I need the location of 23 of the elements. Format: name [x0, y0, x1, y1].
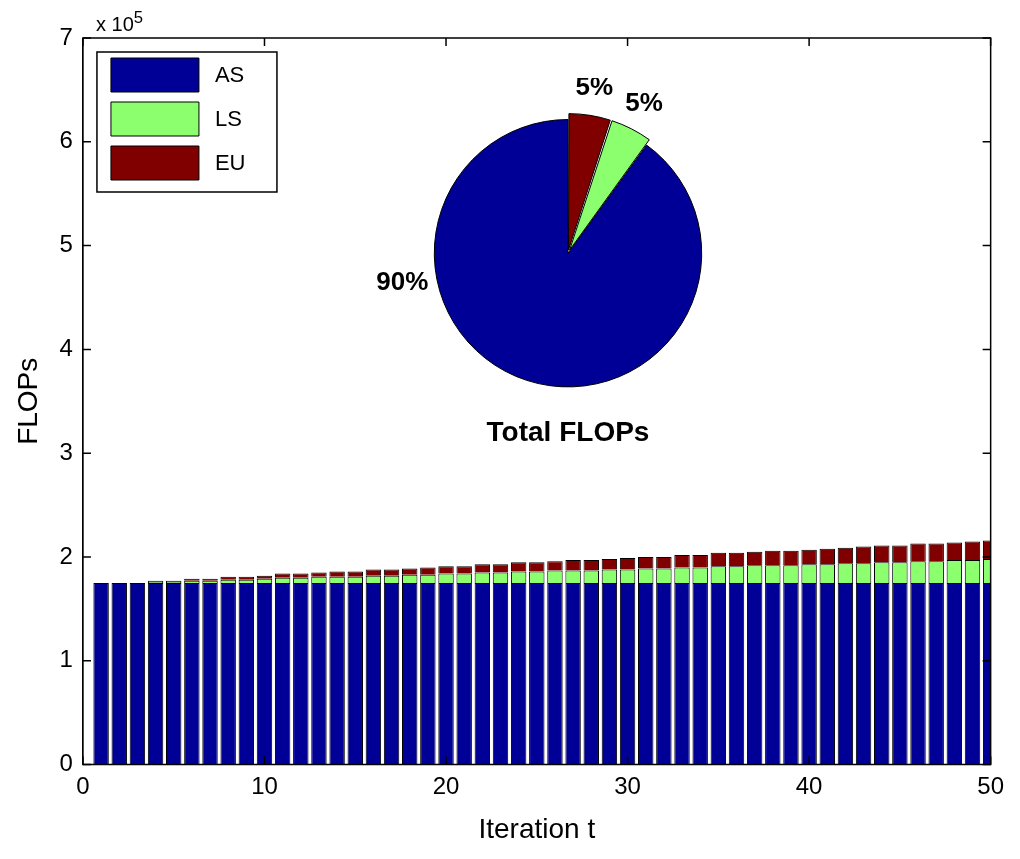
y-axis-title: FLOPs — [11, 357, 43, 445]
legend-label: EU — [214, 150, 246, 176]
y-tick-label: 6 — [59, 126, 73, 154]
x-axis-title: Iteration t — [478, 812, 596, 844]
data-label: 90% — [376, 266, 429, 297]
x-tick-label: 10 — [251, 771, 278, 799]
y-tick-label: 4 — [59, 334, 73, 362]
x-tick-label: 40 — [795, 771, 823, 799]
x-tick-label: 30 — [614, 771, 641, 799]
x-tick-label: 0 — [76, 771, 90, 799]
y-tick-label: 1 — [59, 645, 73, 673]
y-tick-label: 2 — [59, 541, 73, 569]
legend-label: AS — [214, 62, 245, 88]
y-tick-label: 7 — [59, 22, 73, 50]
y-tick-label: 0 — [59, 749, 73, 777]
y-tick-label: 5 — [59, 230, 73, 258]
legend-label: LS — [214, 106, 242, 132]
text: x 10$^{5}$ — [96, 8, 144, 36]
x-tick-label: 50 — [977, 771, 1004, 799]
x-tick-label: 20 — [432, 771, 460, 799]
y-tick-label: 3 — [59, 437, 73, 465]
text: Total FLOPs — [486, 415, 650, 447]
data-label: 5% — [625, 86, 663, 117]
